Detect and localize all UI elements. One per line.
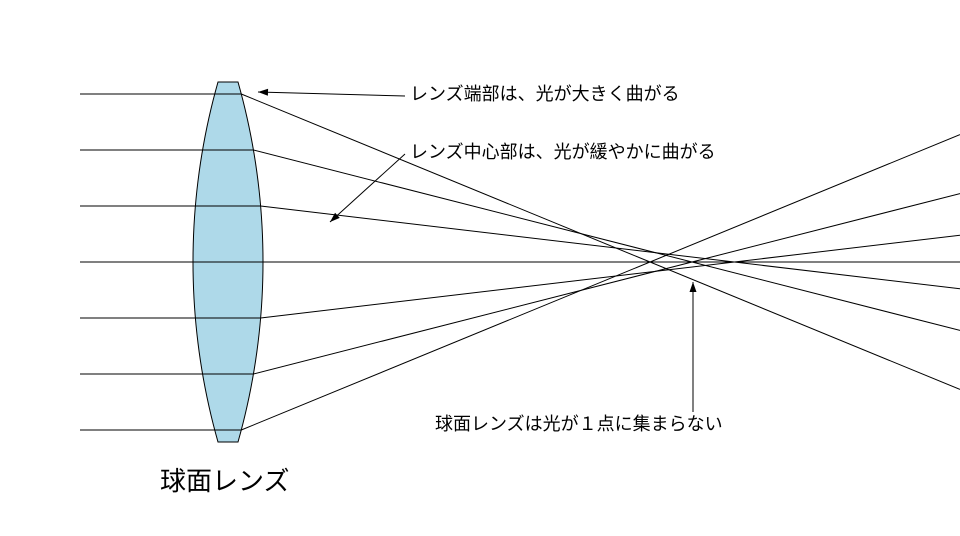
edge-arrow-head [258, 89, 268, 96]
edge-label: レンズ端部は、光が大きく曲がる [410, 84, 680, 104]
edge-arrow-line [258, 92, 405, 96]
ray-refracted-0 [241, 94, 960, 389]
center-arrow-line [330, 154, 405, 222]
focus-arrow-head [690, 282, 697, 292]
lens-title: 球面レンズ [160, 466, 289, 496]
ray-refracted-6 [241, 135, 960, 430]
ray-refracted-1 [253, 150, 960, 330]
center-label: レンズ中心部は、光が緩やかに曲がる [410, 142, 716, 162]
focus-label: 球面レンズは光が１点に集まらない [435, 414, 723, 434]
ray-refracted-5 [253, 194, 960, 374]
